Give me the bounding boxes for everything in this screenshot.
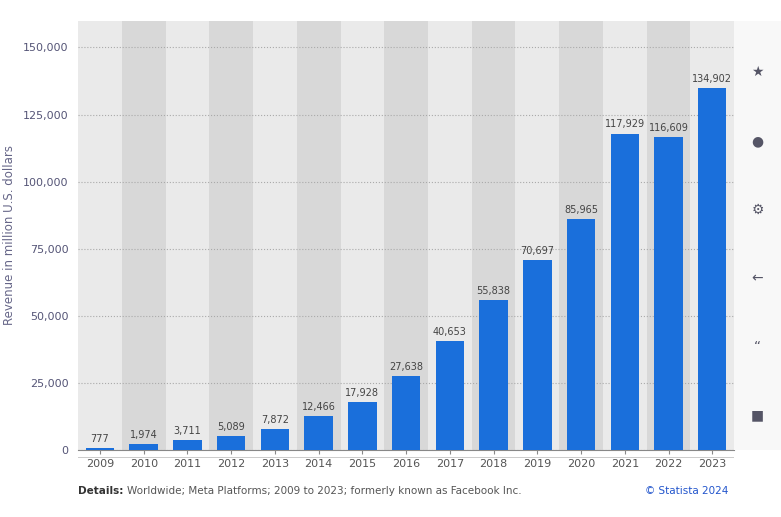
Bar — [559, 21, 603, 450]
Bar — [217, 436, 245, 450]
Bar — [611, 133, 639, 450]
Bar — [209, 21, 253, 450]
Bar — [253, 21, 297, 450]
Bar — [173, 440, 201, 450]
Bar — [122, 21, 166, 450]
Text: 85,965: 85,965 — [564, 205, 598, 215]
Text: ←: ← — [752, 271, 763, 285]
Bar — [523, 260, 551, 450]
Bar — [428, 21, 472, 450]
Text: Worldwide; Meta Platforms; 2009 to 2023; formerly known as Facebook Inc.: Worldwide; Meta Platforms; 2009 to 2023;… — [127, 486, 522, 496]
Text: 55,838: 55,838 — [476, 286, 511, 296]
Text: “: “ — [754, 340, 761, 354]
Text: ■: ■ — [751, 408, 764, 422]
Bar — [78, 21, 122, 450]
Text: ★: ★ — [751, 65, 764, 79]
Text: 117,929: 117,929 — [604, 119, 645, 129]
Bar — [392, 376, 420, 450]
Text: ⚙: ⚙ — [751, 203, 764, 217]
Bar — [348, 402, 376, 450]
Bar — [698, 88, 726, 450]
Text: 17,928: 17,928 — [345, 388, 380, 398]
Text: Details:: Details: — [78, 486, 123, 496]
Text: ●: ● — [751, 134, 764, 148]
Bar — [341, 21, 384, 450]
Y-axis label: Revenue in million U.S. dollars: Revenue in million U.S. dollars — [3, 145, 16, 325]
Bar — [567, 219, 595, 450]
Text: 27,638: 27,638 — [389, 362, 423, 372]
Bar — [480, 300, 508, 450]
Bar — [130, 445, 158, 450]
Text: 1,974: 1,974 — [130, 431, 158, 440]
Bar — [515, 21, 559, 450]
Bar — [472, 21, 515, 450]
Bar — [166, 21, 209, 450]
Text: 7,872: 7,872 — [261, 415, 289, 424]
Text: 70,697: 70,697 — [520, 246, 555, 256]
Text: 5,089: 5,089 — [217, 422, 245, 432]
Bar — [647, 21, 690, 450]
Bar — [436, 341, 464, 450]
Bar — [305, 416, 333, 450]
Bar — [86, 448, 114, 450]
Text: 3,711: 3,711 — [173, 426, 201, 436]
Bar — [261, 429, 289, 450]
Text: 116,609: 116,609 — [648, 123, 689, 133]
Bar — [690, 21, 734, 450]
Text: 40,653: 40,653 — [433, 327, 467, 337]
Bar — [297, 21, 341, 450]
Text: 134,902: 134,902 — [692, 74, 733, 84]
Bar — [654, 137, 683, 450]
Bar — [384, 21, 428, 450]
Text: 12,466: 12,466 — [301, 402, 336, 413]
Text: 777: 777 — [91, 434, 109, 444]
Text: © Statista 2024: © Statista 2024 — [645, 486, 729, 496]
Bar — [603, 21, 647, 450]
